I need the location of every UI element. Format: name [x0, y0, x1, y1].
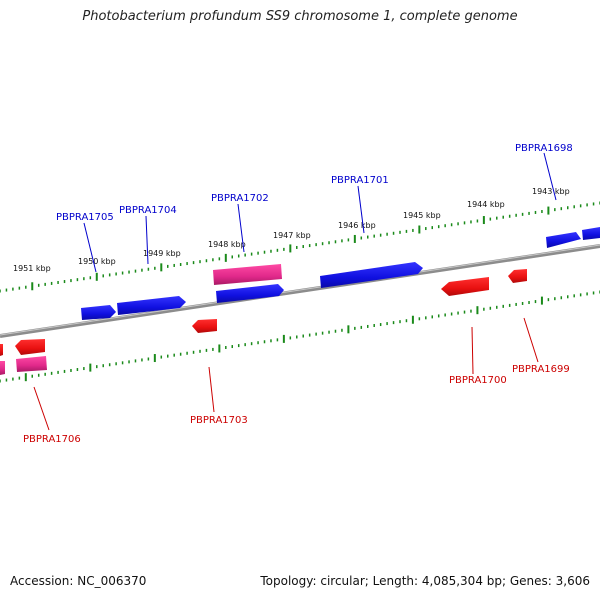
kbp-label-1944: 1944 kbp	[467, 200, 505, 209]
gene-PBPRA1706-arrow[interactable]	[0, 339, 45, 356]
gene-PBPRA1698-arrow[interactable]	[546, 227, 600, 248]
forward-label-leaders	[83, 152, 557, 273]
gene-label-PBPRA1701[interactable]: PBPRA1701	[331, 175, 389, 186]
kbp-label-1943: 1943 kbp	[532, 187, 570, 196]
map-title: Photobacterium profundum SS9 chromosome …	[82, 9, 518, 24]
gene-PBPRA1705-arrow[interactable]	[81, 305, 116, 320]
chromosome-backbone-highlight	[0, 244, 600, 336]
gene-PBPRA1701-arrow[interactable]	[320, 262, 423, 288]
accession-text: Accession: NC_006370	[10, 574, 147, 588]
gene-PBPRA1700-arrow[interactable]	[441, 277, 489, 296]
gene-label-PBPRA1700[interactable]: PBPRA1700	[449, 375, 507, 386]
feature-pink-lower[interactable]	[0, 356, 47, 375]
gene-label-PBPRA1699[interactable]: PBPRA1699	[512, 364, 570, 375]
gene-label-PBPRA1703[interactable]: PBPRA1703	[190, 415, 248, 426]
kbp-label-1951: 1951 kbp	[13, 264, 51, 273]
gene-label-PBPRA1705[interactable]: PBPRA1705	[56, 212, 114, 223]
kbp-label-1950: 1950 kbp	[78, 257, 116, 266]
lower-scale-ruler	[0, 290, 600, 383]
gene-PBPRA1704-arrow[interactable]	[117, 296, 186, 315]
gene-PBPRA1703-arrow[interactable]	[192, 319, 217, 333]
gene-label-PBPRA1698[interactable]: PBPRA1698	[515, 143, 573, 154]
kbp-label-1946: 1946 kbp	[338, 221, 376, 230]
kbp-label-1945: 1945 kbp	[403, 211, 441, 220]
gene-label-PBPRA1706[interactable]: PBPRA1706	[23, 434, 81, 445]
kbp-label-1948: 1948 kbp	[208, 240, 246, 249]
gene-PBPRA1699-arrow[interactable]	[508, 269, 527, 283]
upper-scale-ruler	[0, 201, 600, 293]
reverse-label-leaders	[33, 317, 539, 431]
genome-summary-text: Topology: circular; Length: 4,085,304 bp…	[260, 574, 590, 588]
kbp-label-1947: 1947 kbp	[273, 231, 311, 240]
gene-label-PBPRA1702[interactable]: PBPRA1702	[211, 193, 269, 204]
gene-label-PBPRA1704[interactable]: PBPRA1704	[119, 205, 177, 216]
gene-PBPRA1702-arrow[interactable]	[216, 284, 284, 303]
kbp-label-1949: 1949 kbp	[143, 249, 181, 258]
feature-pink-upper[interactable]	[213, 264, 282, 285]
